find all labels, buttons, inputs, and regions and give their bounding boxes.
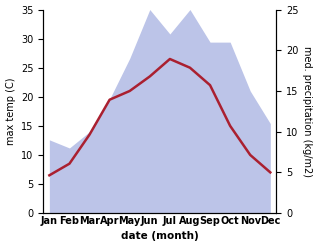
X-axis label: date (month): date (month) — [121, 231, 199, 242]
Y-axis label: med. precipitation (kg/m2): med. precipitation (kg/m2) — [302, 46, 313, 177]
Y-axis label: max temp (C): max temp (C) — [5, 78, 16, 145]
